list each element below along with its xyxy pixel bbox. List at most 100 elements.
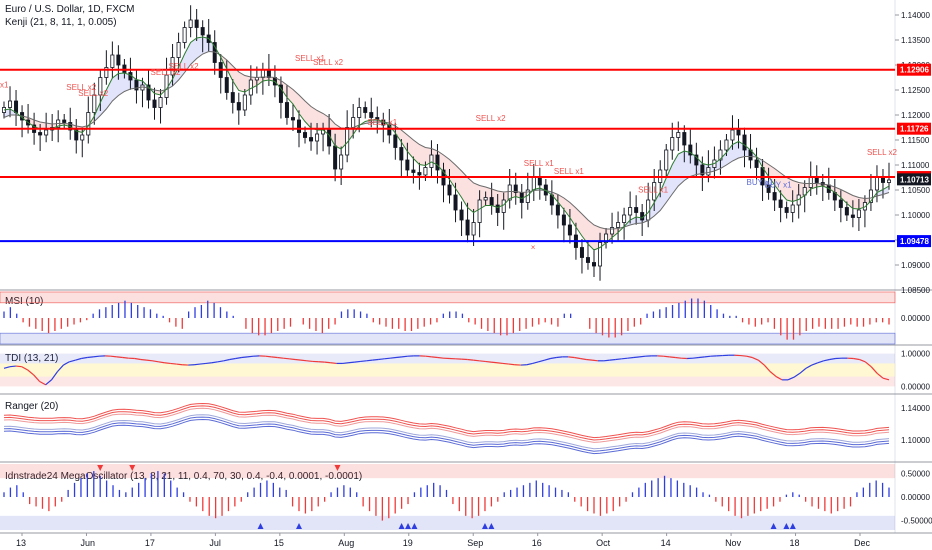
time-tick-label: 13 bbox=[16, 538, 26, 548]
mega-up-arrow bbox=[481, 523, 488, 529]
candle-body bbox=[880, 177, 885, 183]
time-tick-label: Sep bbox=[467, 538, 483, 548]
tdi-line-segment bbox=[306, 360, 313, 363]
tdi-line-segment bbox=[882, 377, 890, 381]
tdi-line-segment bbox=[45, 379, 52, 386]
tdi-line-segment bbox=[704, 355, 711, 358]
mega-lower-band bbox=[0, 515, 895, 530]
tdi-line-segment bbox=[57, 364, 64, 373]
tdi-line-segment bbox=[876, 372, 884, 379]
candle-body bbox=[634, 207, 639, 213]
sell-signal-label: SELL x2 bbox=[867, 148, 897, 157]
candle-body bbox=[856, 209, 861, 218]
ma-cloud-segment bbox=[852, 195, 859, 209]
candle-body bbox=[423, 167, 428, 176]
candle-body bbox=[260, 69, 265, 78]
ma-cloud-segment bbox=[317, 110, 324, 130]
tdi-pane-title: TDI (13, 21) bbox=[5, 353, 58, 364]
candle-body bbox=[405, 159, 410, 171]
candle-body bbox=[688, 144, 693, 156]
candle-body bbox=[284, 102, 289, 118]
tdi-line-segment bbox=[87, 356, 94, 359]
ma-cloud-segment bbox=[292, 89, 299, 114]
sell-signal-label: SELL x1 bbox=[295, 54, 325, 63]
mega-up-arrow bbox=[398, 523, 405, 529]
time-tick-label: 15 bbox=[274, 538, 284, 548]
candle-body bbox=[766, 184, 771, 193]
tdi-line-segment bbox=[229, 357, 236, 361]
mega-pane-title: Idnstrade24 MegaOscillator (13, 8, 21, 1… bbox=[5, 471, 362, 482]
candle-body bbox=[862, 202, 867, 211]
candle-body bbox=[778, 199, 783, 208]
candle-body bbox=[652, 182, 657, 201]
buy-signal-label: BUY x1 bbox=[765, 181, 793, 190]
candle-body bbox=[158, 97, 163, 108]
tdi-line-segment bbox=[556, 356, 563, 359]
tdi-line-segment bbox=[757, 359, 765, 366]
candle-body bbox=[176, 42, 181, 58]
ranger-band-line bbox=[3, 418, 890, 455]
candle-body bbox=[315, 133, 320, 142]
candle-body bbox=[411, 169, 416, 173]
candle-body bbox=[790, 204, 795, 213]
tdi-line-segment bbox=[431, 356, 438, 359]
ma-fast-line bbox=[3, 36, 890, 251]
tdi-line-segment bbox=[787, 376, 795, 381]
msi-pane-title: MSI (10) bbox=[5, 296, 43, 307]
candle-body bbox=[62, 119, 67, 123]
candle-body bbox=[736, 129, 741, 136]
tdi-line-segment bbox=[395, 356, 403, 359]
tdi-line-segment bbox=[247, 355, 254, 358]
tdi-line-segment bbox=[425, 355, 432, 358]
tdi-line-segment bbox=[134, 357, 141, 361]
mega-tick-label: -0.50000 bbox=[901, 517, 932, 526]
mega-tick-label: 0.50000 bbox=[901, 469, 930, 478]
mega-down-arrow bbox=[334, 465, 341, 471]
candle-body bbox=[718, 149, 723, 161]
tdi-line-segment bbox=[775, 376, 783, 381]
tdi-line-segment bbox=[211, 361, 218, 364]
tdi-line-segment bbox=[384, 357, 391, 360]
tdi-line-segment bbox=[621, 357, 628, 360]
signal-x-marker: × bbox=[531, 243, 536, 252]
candle-body bbox=[399, 147, 404, 161]
time-tick-label: Oct bbox=[596, 538, 611, 548]
candle-body bbox=[598, 242, 603, 267]
tdi-line-segment bbox=[194, 363, 201, 366]
candle-body bbox=[116, 54, 121, 66]
time-tick-label: Jul bbox=[209, 538, 221, 548]
candle-body bbox=[200, 27, 205, 36]
last-price-tag-bg bbox=[897, 173, 931, 186]
candle-body bbox=[224, 77, 229, 93]
tdi-line-segment bbox=[864, 361, 872, 368]
tdi-line-segment bbox=[27, 369, 35, 376]
sell-signal-label: SELL x2 bbox=[476, 114, 506, 123]
tdi-line-segment bbox=[51, 371, 58, 381]
ma-cloud-segment bbox=[762, 160, 769, 177]
candle-body bbox=[429, 154, 434, 168]
candle-body bbox=[303, 132, 308, 138]
price-tick-label: 1.12000 bbox=[901, 111, 930, 120]
sell-signal-label: SELL x2 bbox=[78, 89, 108, 98]
tdi-line-segment bbox=[69, 359, 76, 363]
ma-cloud-segment bbox=[106, 78, 113, 109]
ma-cloud-segment bbox=[768, 164, 775, 185]
ma-cloud-segment bbox=[461, 171, 468, 208]
tdi-line-segment bbox=[633, 356, 640, 359]
ma-cloud-segment bbox=[581, 214, 588, 244]
ma-cloud-segment bbox=[882, 186, 889, 195]
tdi-line-segment bbox=[550, 356, 557, 360]
ma-cloud-segment bbox=[786, 177, 793, 202]
tdi-line-segment bbox=[437, 356, 444, 359]
tdi-line-segment bbox=[496, 362, 503, 365]
candle-body bbox=[567, 224, 572, 236]
tdi-line-segment bbox=[199, 362, 207, 365]
tdi-line-segment bbox=[627, 356, 634, 359]
time-tick-label: Dec bbox=[854, 538, 871, 548]
tdi-line-segment bbox=[538, 359, 545, 363]
ma-cloud-segment bbox=[311, 106, 318, 130]
candle-body bbox=[435, 154, 440, 171]
ma-cloud-segment bbox=[329, 117, 336, 146]
tdi-line-segment bbox=[663, 355, 670, 358]
